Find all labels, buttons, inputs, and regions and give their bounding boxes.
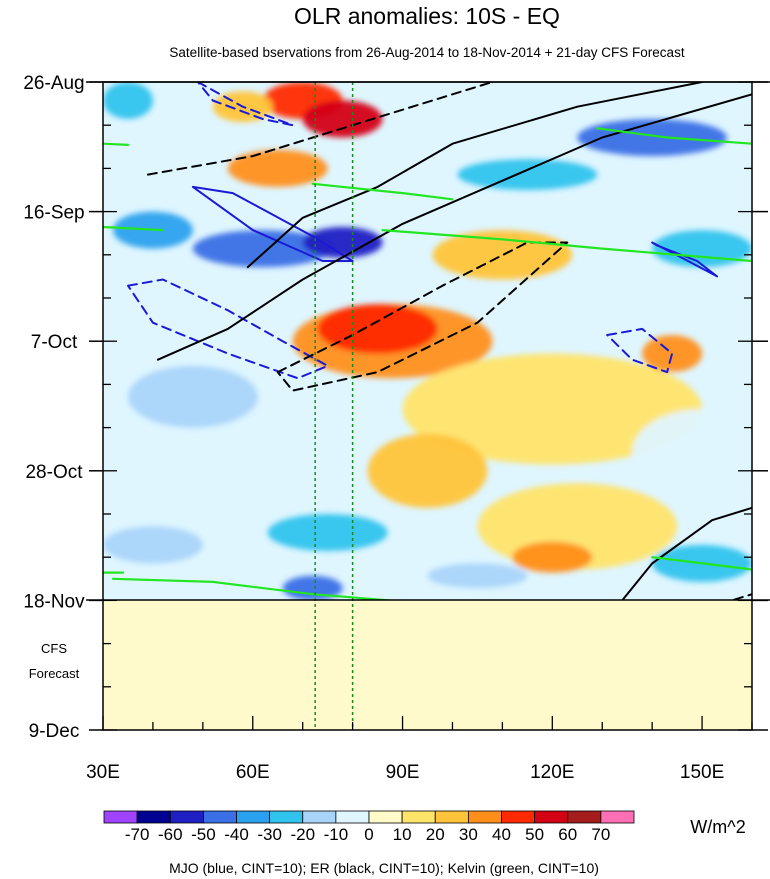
er-contour-5 <box>156 93 752 361</box>
colorbar-swatch-0 <box>103 810 138 824</box>
colorbar-label-2: -50 <box>191 825 216 844</box>
y-tick-label-1: 16-Sep <box>23 203 84 224</box>
colorbar-label-0: -70 <box>125 825 150 844</box>
colorbar-label-6: -10 <box>324 825 349 844</box>
plot-area <box>86 81 770 731</box>
chart-footer: MJO (blue, CINT=10); ER (black, CINT=10)… <box>169 860 599 876</box>
colorbar-swatch-9 <box>401 810 436 824</box>
y-tick-label-2: 7-Oct <box>31 332 78 353</box>
kelvin-contour-15 <box>381 229 752 263</box>
mjo-contour-0 <box>191 185 354 262</box>
anomaly-blob-21 <box>632 409 752 496</box>
x-axis: 30E 60E 90E 120E 150E <box>86 716 753 783</box>
colorbar-swatch-7 <box>335 810 370 824</box>
chart-subtitle: Satellite-based bservations from 26-Aug-… <box>169 45 684 60</box>
colorbar-swatch-11 <box>467 810 502 824</box>
anomaly-blob-group <box>103 82 752 600</box>
colorbar-unit: W/m^2 <box>690 817 745 837</box>
anomaly-blob-13 <box>432 230 573 280</box>
anomaly-blob-2 <box>227 149 328 187</box>
colorbar-swatch-10 <box>434 810 469 824</box>
colorbar-label-11: 40 <box>492 825 511 844</box>
mjo-contour-4 <box>196 82 294 127</box>
colorbar-label-8: 10 <box>393 825 412 844</box>
mjo-contour-3 <box>606 327 674 374</box>
er-contour-9 <box>621 506 752 600</box>
x-tick-label-1: 60E <box>236 762 270 783</box>
anomaly-blob-9 <box>457 159 598 190</box>
anomaly-blob-1 <box>302 100 383 138</box>
x-tick-label-0: 30E <box>86 762 120 783</box>
kelvin-contour-14 <box>103 225 164 232</box>
er-contour-7 <box>276 241 569 392</box>
kelvin-contour-18 <box>651 556 752 571</box>
colorbar-label-1: -60 <box>158 825 183 844</box>
colorbar-swatch-13 <box>534 810 569 824</box>
anomaly-blob-18 <box>267 514 388 552</box>
colorbar-swatch-15 <box>600 810 635 824</box>
anomaly-blob-17 <box>127 365 258 428</box>
forecast-label-line2: Forecast <box>29 666 80 681</box>
kelvin-contour-12 <box>596 127 752 145</box>
anomaly-blob-8 <box>577 119 728 157</box>
anomaly-shading <box>103 82 752 600</box>
y-tick-label-3: 28-Oct <box>25 462 83 483</box>
colorbar-swatch-14 <box>567 810 602 824</box>
forecast-region <box>103 600 752 730</box>
reference-lines <box>314 82 354 730</box>
mjo-contour-2 <box>127 278 329 380</box>
y-axis: 26-Aug 16-Sep 7-Oct 28-Oct 18-Nov 9-Dec <box>23 73 768 742</box>
colorbar-label-7: 0 <box>364 825 373 844</box>
y-tick-label-4: 18-Nov <box>23 591 85 612</box>
anomaly-blob-6 <box>302 227 383 258</box>
kelvin-contour-17 <box>111 577 398 600</box>
anomaly-blob-19 <box>103 526 203 564</box>
colorbar-swatch-5 <box>269 810 304 824</box>
colorbar-label-3: -40 <box>224 825 249 844</box>
colorbar-swatch-12 <box>501 810 536 824</box>
er-contour-6 <box>246 82 704 269</box>
x-tick-label-2: 90E <box>386 762 420 783</box>
x-tick-label-3: 120E <box>530 762 574 783</box>
anomaly-blob-12 <box>317 304 438 354</box>
colorbar-swatch-6 <box>302 810 337 824</box>
anomaly-blob-4 <box>103 82 153 120</box>
colorbar-label-12: 50 <box>525 825 544 844</box>
anomaly-blob-22 <box>282 575 343 600</box>
y-tick-label-0: 26-Aug <box>23 73 84 94</box>
colorbar-label-14: 70 <box>591 825 610 844</box>
colorbar-swatch-1 <box>136 810 171 824</box>
colorbar-label-9: 20 <box>426 825 445 844</box>
colorbar-swatch-4 <box>236 810 271 824</box>
anomaly-blob-25 <box>427 563 528 589</box>
anomaly-blob-14 <box>402 353 703 465</box>
colorbar-label-4: -30 <box>257 825 282 844</box>
colorbar-label-5: -20 <box>290 825 315 844</box>
anomaly-blob-15 <box>367 433 488 508</box>
chart-title: OLR anomalies: 10S - EQ <box>294 3 560 29</box>
x-tick-label-4: 150E <box>680 762 724 783</box>
wave-contours <box>103 82 752 600</box>
kelvin-contour-13 <box>311 182 454 201</box>
anomaly-blob-5 <box>192 230 333 268</box>
anomaly-blob-23 <box>512 541 593 573</box>
kelvin-contour-11 <box>103 142 130 146</box>
colorbar-swatch-2 <box>169 810 204 824</box>
colorbar-swatch-3 <box>202 810 237 824</box>
plot-frame <box>102 81 753 731</box>
colorbar: -70 -60 -50 -40 -30 -20 -10 0 10 20 30 40 50 60 70 <box>103 810 635 844</box>
forecast-label-line1: CFS <box>41 641 67 656</box>
colorbar-swatch-8 <box>368 810 403 824</box>
colorbar-label-10: 30 <box>459 825 478 844</box>
colorbar-label-13: 60 <box>558 825 577 844</box>
y-tick-label-5: 9-Dec <box>29 721 80 742</box>
